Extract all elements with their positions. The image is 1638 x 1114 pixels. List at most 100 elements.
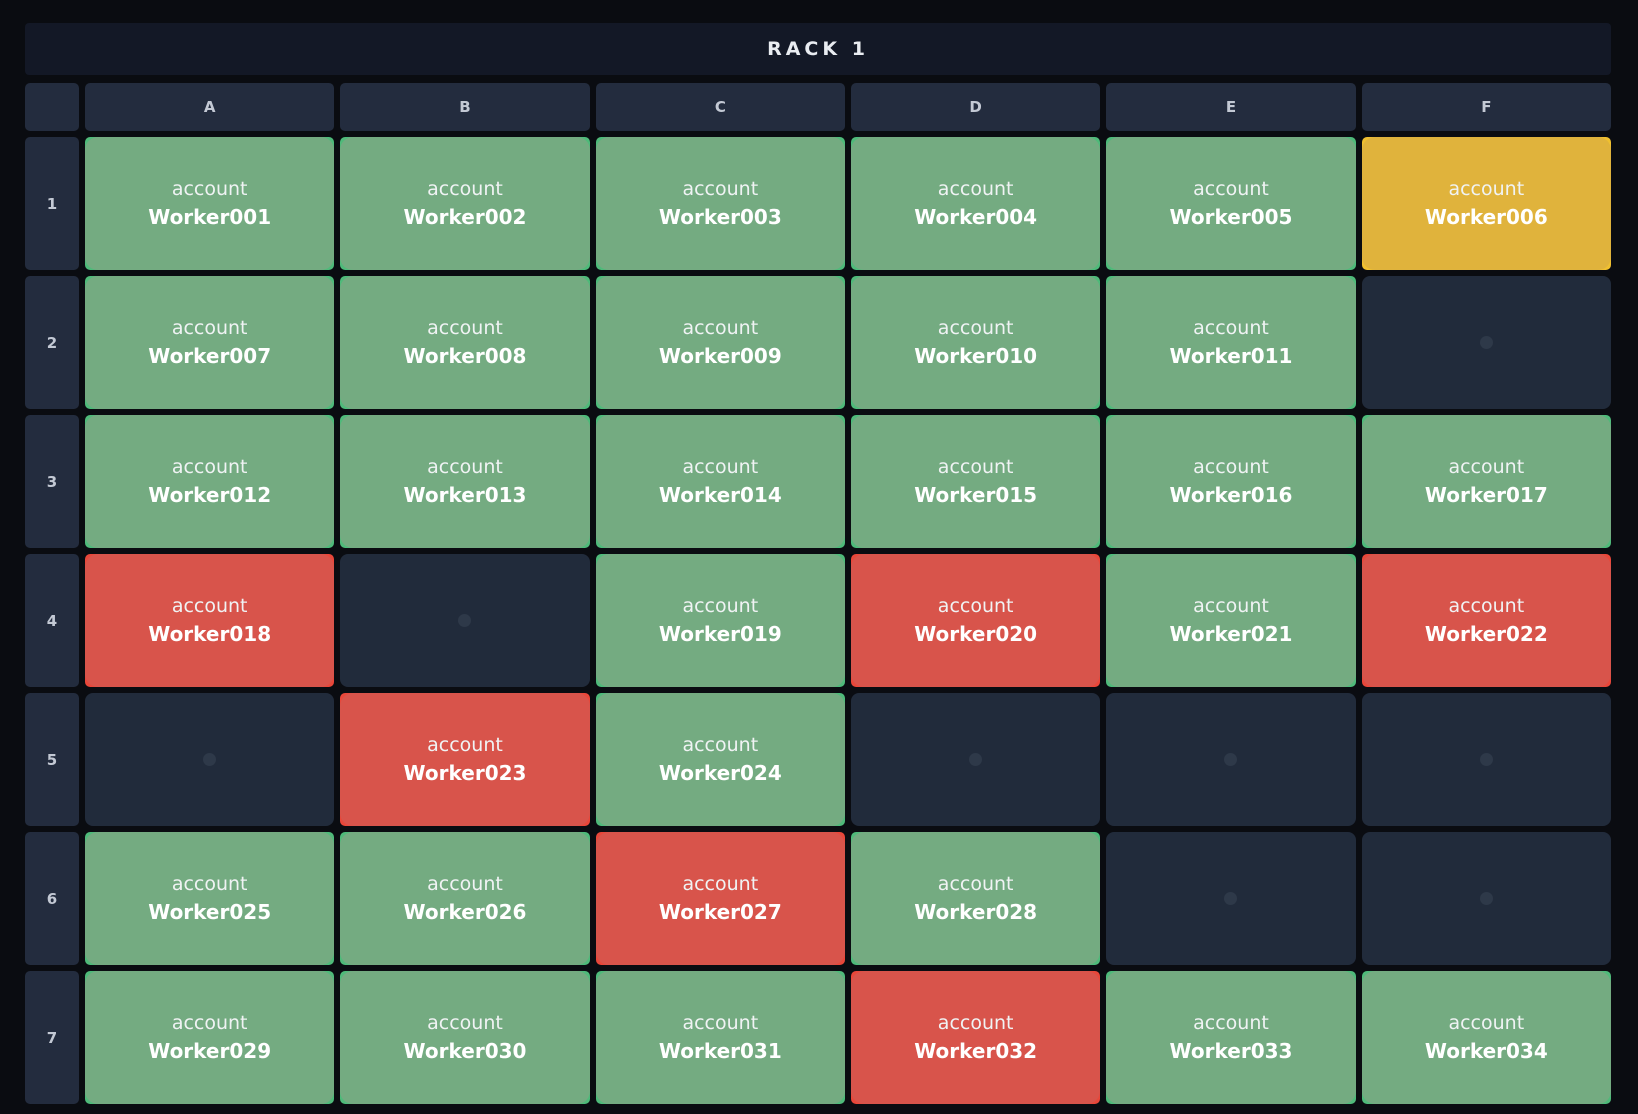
worker-cell-Worker026[interactable]: account Worker026 bbox=[340, 832, 590, 965]
worker-cell-Worker021[interactable]: account Worker021 bbox=[1106, 554, 1356, 687]
worker-cell-Worker016[interactable]: account Worker016 bbox=[1106, 415, 1356, 548]
account-label: account bbox=[427, 317, 503, 339]
empty-slot-E5 bbox=[1106, 693, 1356, 826]
column-header-D: D bbox=[850, 83, 1101, 131]
worker-cell-Worker002[interactable]: account Worker002 bbox=[340, 137, 590, 270]
empty-slot-dot bbox=[1479, 753, 1493, 766]
account-label: account bbox=[1193, 595, 1269, 617]
worker-cell-Worker004[interactable]: account Worker004 bbox=[850, 137, 1101, 270]
row-header-6: 6 bbox=[25, 832, 79, 965]
worker-name: Worker031 bbox=[658, 1039, 782, 1063]
account-label: account bbox=[682, 734, 759, 756]
worker-name: Worker009 bbox=[658, 344, 782, 368]
account-label: account bbox=[937, 178, 1014, 200]
worker-name: Worker017 bbox=[1424, 483, 1548, 507]
worker-cell-Worker007[interactable]: account Worker007 bbox=[85, 276, 335, 409]
worker-name: Worker018 bbox=[148, 622, 272, 646]
account-label: account bbox=[427, 873, 503, 895]
column-header-E: E bbox=[1106, 83, 1356, 131]
column-header-B: B bbox=[340, 83, 590, 131]
worker-cell-Worker029[interactable]: account Worker029 bbox=[85, 971, 335, 1104]
worker-name: Worker021 bbox=[1169, 622, 1293, 646]
account-label: account bbox=[682, 456, 759, 478]
worker-cell-Worker023[interactable]: account Worker023 bbox=[340, 693, 590, 826]
worker-cell-Worker031[interactable]: account Worker031 bbox=[595, 971, 845, 1104]
worker-cell-Worker034[interactable]: account Worker034 bbox=[1361, 971, 1611, 1104]
empty-slot-dot bbox=[458, 614, 472, 627]
worker-name: Worker016 bbox=[1169, 483, 1293, 507]
account-label: account bbox=[427, 734, 503, 756]
empty-slot-B4 bbox=[340, 554, 590, 687]
row-header-3: 3 bbox=[25, 415, 79, 548]
empty-slot-dot bbox=[203, 753, 217, 766]
worker-cell-Worker009[interactable]: account Worker009 bbox=[595, 276, 845, 409]
worker-cell-Worker018[interactable]: account Worker018 bbox=[85, 554, 335, 687]
empty-slot-F2 bbox=[1361, 276, 1611, 409]
empty-slot-dot bbox=[969, 753, 983, 766]
worker-cell-Worker032[interactable]: account Worker032 bbox=[850, 971, 1101, 1104]
worker-cell-Worker008[interactable]: account Worker008 bbox=[340, 276, 590, 409]
worker-cell-Worker014[interactable]: account Worker014 bbox=[595, 415, 845, 548]
worker-cell-Worker017[interactable]: account Worker017 bbox=[1361, 415, 1611, 548]
worker-cell-Worker020[interactable]: account Worker020 bbox=[850, 554, 1101, 687]
worker-cell-Worker011[interactable]: account Worker011 bbox=[1106, 276, 1356, 409]
worker-cell-Worker013[interactable]: account Worker013 bbox=[340, 415, 590, 548]
account-label: account bbox=[427, 178, 503, 200]
rack-panel: RACK 1 A B C D E F 1 account Worker001 account Wor… bbox=[25, 23, 1611, 1104]
worker-name: Worker028 bbox=[914, 900, 1038, 924]
worker-name: Worker006 bbox=[1424, 205, 1548, 229]
account-label: account bbox=[682, 317, 759, 339]
empty-slot-dot bbox=[1224, 892, 1238, 905]
worker-cell-Worker033[interactable]: account Worker033 bbox=[1106, 971, 1356, 1104]
account-label: account bbox=[171, 873, 248, 895]
worker-name: Worker023 bbox=[403, 761, 527, 785]
worker-cell-Worker027[interactable]: account Worker027 bbox=[595, 832, 845, 965]
worker-name: Worker029 bbox=[148, 1039, 272, 1063]
worker-name: Worker001 bbox=[148, 205, 272, 229]
worker-cell-Worker001[interactable]: account Worker001 bbox=[85, 137, 335, 270]
worker-name: Worker034 bbox=[1424, 1039, 1548, 1063]
account-label: account bbox=[171, 595, 248, 617]
empty-slot-F6 bbox=[1361, 832, 1611, 965]
row-header-4: 4 bbox=[25, 554, 79, 687]
worker-cell-Worker005[interactable]: account Worker005 bbox=[1106, 137, 1356, 270]
account-label: account bbox=[682, 1012, 759, 1034]
worker-cell-Worker025[interactable]: account Worker025 bbox=[85, 832, 335, 965]
account-label: account bbox=[682, 873, 759, 895]
account-label: account bbox=[937, 1012, 1014, 1034]
worker-cell-Worker010[interactable]: account Worker010 bbox=[850, 276, 1101, 409]
worker-cell-Worker022[interactable]: account Worker022 bbox=[1361, 554, 1611, 687]
account-label: account bbox=[427, 456, 503, 478]
worker-cell-Worker006[interactable]: account Worker006 bbox=[1361, 137, 1611, 270]
rack-title: RACK 1 bbox=[767, 38, 869, 60]
worker-name: Worker015 bbox=[914, 483, 1038, 507]
worker-cell-Worker003[interactable]: account Worker003 bbox=[595, 137, 845, 270]
worker-cell-Worker024[interactable]: account Worker024 bbox=[595, 693, 845, 826]
worker-name: Worker026 bbox=[403, 900, 527, 924]
account-label: account bbox=[1448, 595, 1525, 617]
worker-name: Worker011 bbox=[1169, 344, 1293, 368]
worker-cell-Worker015[interactable]: account Worker015 bbox=[850, 415, 1101, 548]
worker-name: Worker012 bbox=[148, 483, 272, 507]
row-header-1: 1 bbox=[25, 137, 79, 270]
worker-name: Worker005 bbox=[1169, 205, 1293, 229]
account-label: account bbox=[1193, 178, 1269, 200]
account-label: account bbox=[171, 456, 248, 478]
column-header-C: C bbox=[595, 83, 845, 131]
worker-name: Worker033 bbox=[1169, 1039, 1293, 1063]
worker-cell-Worker019[interactable]: account Worker019 bbox=[595, 554, 845, 687]
worker-name: Worker025 bbox=[148, 900, 272, 924]
row-header-2: 2 bbox=[25, 276, 79, 409]
worker-cell-Worker012[interactable]: account Worker012 bbox=[85, 415, 335, 548]
worker-name: Worker007 bbox=[148, 344, 272, 368]
account-label: account bbox=[937, 595, 1014, 617]
worker-cell-Worker030[interactable]: account Worker030 bbox=[340, 971, 590, 1104]
account-label: account bbox=[937, 873, 1014, 895]
worker-cell-Worker028[interactable]: account Worker028 bbox=[850, 832, 1101, 965]
account-label: account bbox=[427, 1012, 503, 1034]
account-label: account bbox=[937, 456, 1014, 478]
empty-slot-dot bbox=[1479, 892, 1493, 905]
empty-slot-dot bbox=[1224, 753, 1238, 766]
worker-name: Worker030 bbox=[403, 1039, 527, 1063]
worker-name: Worker024 bbox=[658, 761, 782, 785]
